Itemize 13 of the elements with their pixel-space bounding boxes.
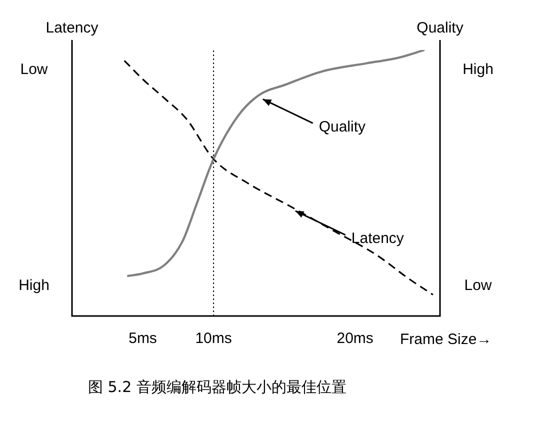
x-tick-label: 20ms xyxy=(336,330,374,348)
text: Quality xyxy=(318,118,366,136)
caption: 图 5.2 音频编解码器帧大小的最佳位置 xyxy=(88,378,348,397)
text: High xyxy=(18,277,50,294)
y-axis-title: Latency xyxy=(46,20,99,37)
x-tick-label: 10ms xyxy=(195,330,232,348)
text: Low xyxy=(464,277,492,294)
series-label: Latency xyxy=(351,230,404,248)
x-axis-title: Frame Size→ xyxy=(400,331,492,348)
text: Low xyxy=(20,61,48,78)
text: High xyxy=(462,61,494,78)
x-tick-label: 5ms xyxy=(128,330,157,348)
y2-axis-title: Quality xyxy=(416,20,464,37)
